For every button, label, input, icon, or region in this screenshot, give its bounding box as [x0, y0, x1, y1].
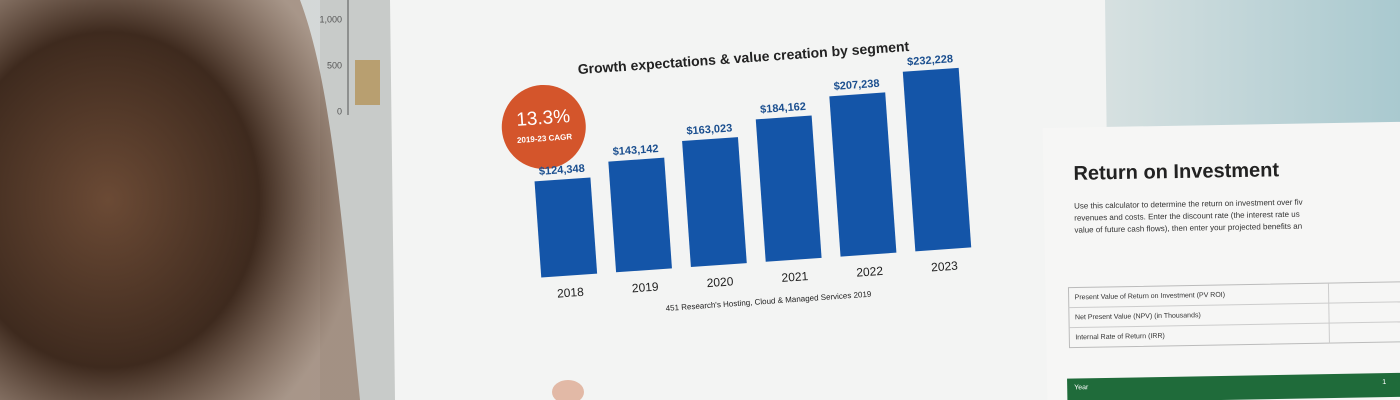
roi-intro: revenues and costs. Enter the discount r…	[1074, 210, 1300, 223]
back-bar	[355, 60, 380, 105]
roi-header-cell: Year	[1074, 384, 1089, 391]
chart: Growth expectations & value creation by …	[501, 38, 972, 313]
back-label: 1,000	[319, 14, 342, 24]
value-label: $163,023	[686, 122, 733, 137]
roi-header	[1067, 372, 1400, 400]
x-tick-label: 2022	[856, 264, 884, 280]
roi-title: Return on Investment	[1073, 159, 1279, 185]
bar	[755, 115, 822, 262]
roi-intro: Use this calculator to determine the ret…	[1074, 198, 1303, 211]
back-label: 0	[337, 106, 342, 116]
bar	[608, 157, 672, 273]
roi-rule	[1327, 283, 1330, 344]
x-tick-label: 2019	[631, 280, 659, 296]
value-label: $207,238	[833, 78, 880, 93]
roi-sheet: Return on Investment Use this calculator…	[1042, 121, 1400, 400]
roi-row: Internal Rate of Return (IRR)	[1075, 333, 1165, 342]
bar	[829, 92, 897, 257]
roi-rule	[1068, 301, 1400, 309]
x-tick-label: 2023	[931, 259, 959, 275]
roi-row: Present Value of Return on Investment (P…	[1075, 292, 1226, 302]
badge-value: 13.3%	[516, 106, 571, 131]
value-label: $184,162	[760, 101, 807, 116]
roi-intro: value of future cash flows), then enter …	[1074, 222, 1302, 235]
x-tick-label: 2018	[557, 285, 585, 301]
roi-paper	[1042, 121, 1400, 400]
value-label: $124,348	[539, 163, 586, 178]
roi-row: Net Present Value (NPV) (in Thousands)	[1075, 312, 1201, 321]
x-tick-label: 2020	[706, 274, 734, 290]
roi-header-cell: 1	[1382, 379, 1386, 386]
finger	[552, 380, 584, 400]
roi-rule	[1069, 321, 1400, 329]
badge-label: 2019-23 CAGR	[517, 132, 573, 145]
value-label: $143,142	[612, 143, 659, 158]
roi-table	[1067, 281, 1400, 349]
bar	[902, 67, 972, 252]
back-label: 500	[327, 60, 342, 70]
bar	[534, 177, 598, 278]
x-tick-label: 2021	[781, 269, 809, 285]
bar	[682, 137, 747, 268]
hair	[0, 0, 360, 400]
value-label: $232,228	[907, 53, 954, 68]
badge	[501, 84, 586, 169]
